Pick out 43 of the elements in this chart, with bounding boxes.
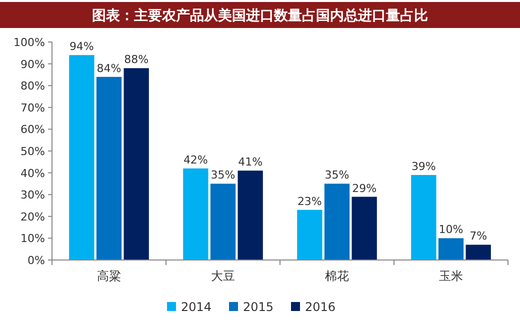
bar — [297, 210, 322, 260]
y-tick-label: 60% — [20, 123, 45, 136]
y-tick-label: 20% — [20, 210, 45, 224]
data-label: 29% — [352, 182, 377, 195]
bar — [352, 196, 377, 260]
y-tick-label: 100% — [14, 36, 45, 49]
y-tick-label: 0% — [28, 254, 45, 267]
bar — [438, 238, 464, 260]
bar — [324, 184, 350, 260]
bar — [69, 55, 94, 260]
bar — [96, 76, 122, 260]
y-tick-label: 30% — [20, 188, 45, 202]
legend-label: 2016 — [305, 300, 336, 314]
y-tick-label: 10% — [20, 232, 45, 246]
data-label: 23% — [297, 194, 322, 208]
y-tick-label: 70% — [20, 101, 45, 114]
x-tick-label: 大豆 — [211, 269, 235, 283]
bar — [183, 168, 208, 260]
legend-label: 2015 — [243, 300, 274, 314]
data-label: 7% — [470, 230, 488, 243]
data-label: 10% — [438, 223, 464, 236]
bar — [238, 170, 263, 260]
data-label: 94% — [69, 40, 94, 54]
y-tick-label: 40% — [20, 166, 45, 180]
chart-title: 图表：主要农产品从美国进口数量占国内总进口量占比 — [92, 7, 428, 24]
x-tick-label: 高粱 — [97, 269, 121, 283]
data-label: 88% — [124, 53, 149, 66]
y-tick-label: 80% — [20, 80, 45, 93]
bar — [124, 68, 149, 260]
bar — [466, 244, 491, 260]
x-tick-label: 玉米 — [439, 269, 463, 283]
y-tick-label: 50% — [20, 145, 45, 158]
data-label: 35% — [324, 168, 350, 182]
data-label: 39% — [411, 160, 436, 173]
legend-label: 2014 — [181, 300, 212, 314]
y-tick-label: 90% — [20, 58, 45, 71]
data-label: 35% — [210, 168, 236, 182]
bar — [411, 174, 436, 260]
data-label: 84% — [96, 62, 122, 75]
data-label: 41% — [238, 156, 263, 169]
bar — [210, 184, 236, 260]
data-label: 42% — [183, 153, 208, 166]
x-tick-label: 棉花 — [325, 269, 349, 283]
